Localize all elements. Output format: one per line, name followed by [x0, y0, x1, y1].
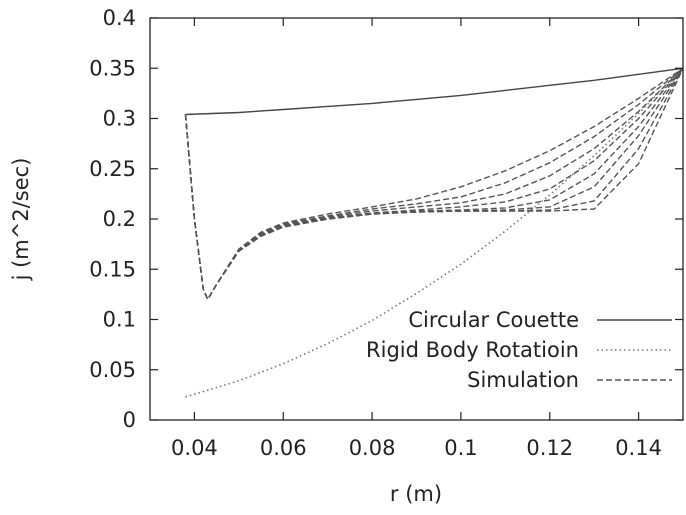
series-line-rigid-body-rotatioin	[185, 67, 684, 398]
ticks-layer: 0.04 0.06 0.08 0.1 0.12 0.14 0 0.05 0.1 0.15 0.2 0.…	[89, 6, 683, 460]
y-tick-label: 0.2	[103, 207, 136, 231]
x-tick-label: 0.08	[349, 436, 396, 460]
y-tick-label: 0.1	[103, 308, 136, 332]
x-tick-label: 0.12	[526, 436, 573, 460]
x-axis-label: r (m)	[390, 482, 442, 506]
y-tick-label: 0.15	[89, 257, 136, 281]
series-line-circular-couette	[185, 67, 684, 116]
y-tick-label: 0	[123, 408, 136, 432]
x-tick-label: 0.04	[171, 436, 218, 460]
legend-label: Rigid Body Rotatioin	[366, 338, 579, 362]
legend-label: Simulation	[467, 368, 579, 392]
series-line-simulation-8	[184, 68, 684, 301]
y-axis-label: j (m^2/sec)	[9, 158, 33, 282]
y-tick-label: 0.4	[103, 6, 136, 30]
y-tick-label: 0.3	[103, 107, 136, 131]
x-tick-label: 0.1	[444, 436, 477, 460]
x-tick-label: 0.06	[260, 436, 307, 460]
y-tick-label: 0.25	[89, 157, 136, 181]
series-layer	[184, 67, 684, 398]
series-line-simulation-7	[184, 67, 684, 301]
legend-label: Circular Couette	[408, 308, 579, 332]
x-tick-label: 0.14	[615, 436, 662, 460]
legend: Circular Couette Rigid Body Rotatioin Simu…	[366, 308, 672, 392]
y-tick-label: 0.35	[89, 56, 136, 80]
y-tick-label: 0.05	[89, 358, 136, 382]
